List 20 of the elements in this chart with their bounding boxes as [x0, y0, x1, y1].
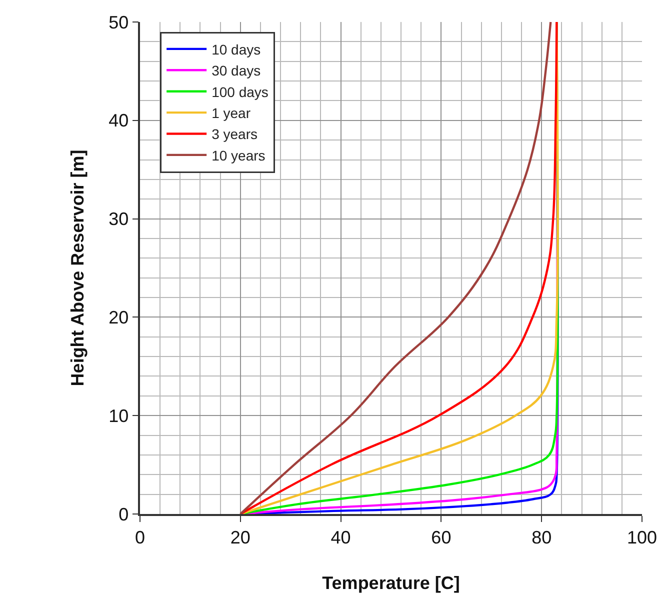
y-tick-label: 10 — [108, 406, 129, 426]
y-tick-label: 40 — [108, 110, 129, 131]
y-axis-title: Height Above Reservoir [m] — [67, 150, 88, 386]
legend-label: 30 days — [212, 62, 261, 79]
x-tick-label: 60 — [431, 527, 452, 548]
x-axis-title: Temperature [C] — [322, 572, 460, 593]
x-tick-label: 80 — [532, 527, 552, 548]
y-tick-label: 50 — [108, 12, 129, 32]
y-tick-label: 20 — [108, 308, 129, 328]
x-tick-label: 100 — [626, 527, 658, 548]
y-tick-label: 30 — [108, 209, 129, 230]
legend-label: 1 year — [212, 105, 251, 121]
x-tick-label: 0 — [134, 527, 146, 548]
legend-label: 100 days — [212, 84, 268, 100]
x-tick-label: 40 — [330, 527, 351, 548]
legend-label: 10 days — [212, 41, 261, 58]
x-tick-label: 20 — [230, 527, 250, 548]
y-tick-label: 0 — [118, 504, 129, 524]
legend-label: 3 years — [212, 126, 258, 142]
legend-label: 10 years — [212, 147, 266, 164]
